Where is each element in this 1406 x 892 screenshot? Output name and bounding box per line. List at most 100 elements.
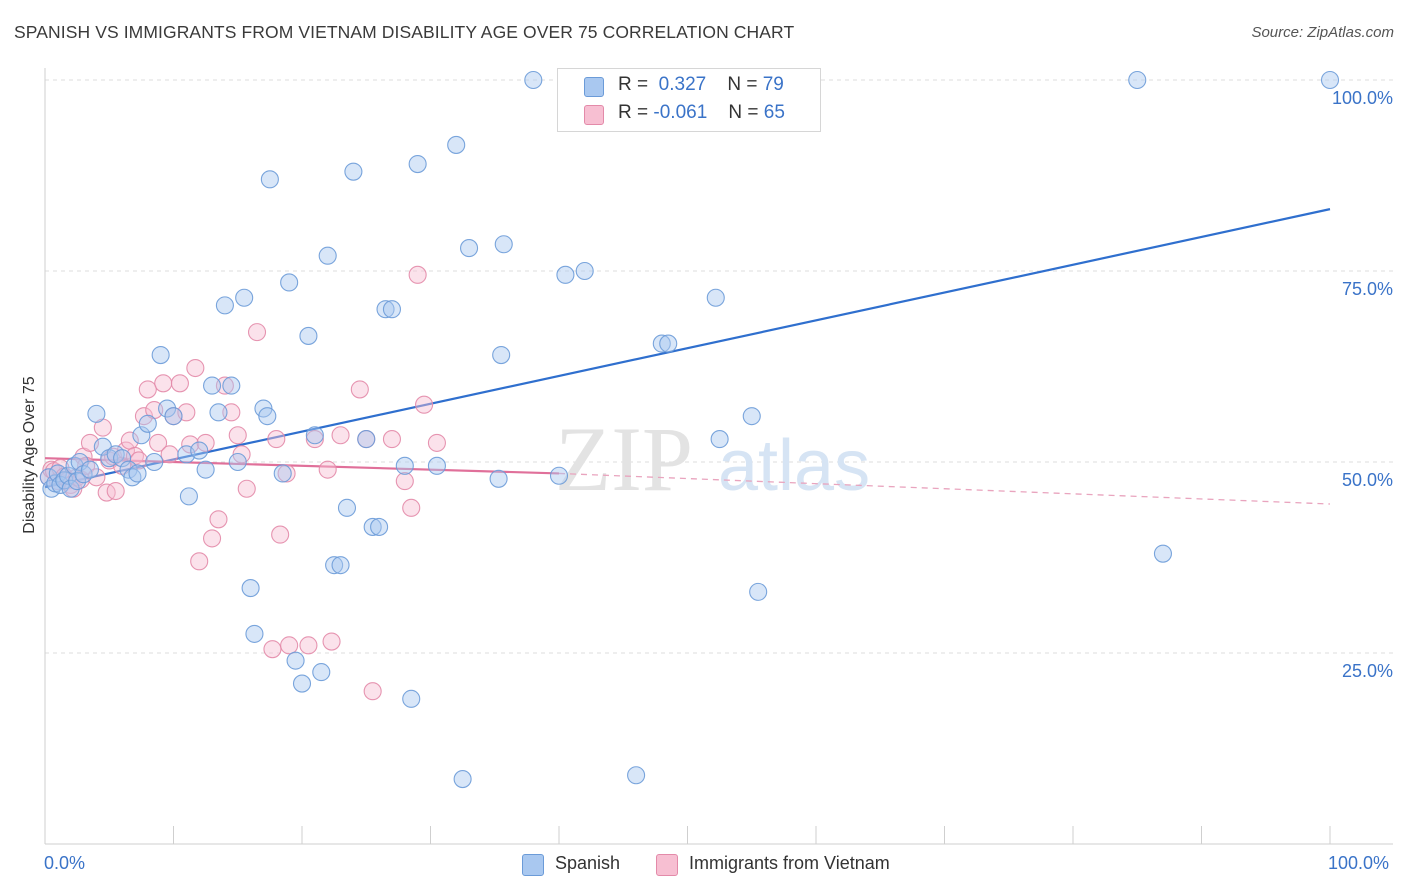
spanish-point — [1320, 70, 1340, 90]
watermark-atlas: atlas — [718, 426, 870, 506]
legend-n-value-spanish: 79 — [762, 74, 784, 95]
spanish-point — [402, 689, 421, 708]
spanish-point — [179, 487, 198, 506]
spanish-point — [408, 154, 427, 174]
spanish-point — [627, 766, 646, 785]
spanish-point — [1153, 544, 1172, 563]
spanish-point — [299, 326, 318, 345]
vietnam-point — [170, 374, 189, 393]
watermark-zip: ZIP — [555, 408, 693, 510]
trend-line-extension-vietnam — [558, 472, 1331, 505]
vietnam-point — [154, 374, 173, 393]
spanish-point — [235, 288, 254, 307]
vietnam-point — [271, 525, 290, 544]
spanish-point — [659, 334, 678, 353]
spanish-point — [447, 135, 466, 154]
vietnam-point — [247, 323, 267, 342]
spanish-point — [151, 345, 170, 365]
spanish-point — [357, 430, 376, 449]
spanish-point — [203, 376, 222, 395]
vietnam-point — [181, 435, 200, 454]
vietnam-point — [149, 433, 168, 452]
spanish-point — [524, 70, 543, 90]
chart-title: SPANISH VS IMMIGRANTS FROM VIETNAM DISAB… — [14, 22, 795, 42]
spanish-point — [222, 376, 241, 395]
spanish-point — [652, 334, 671, 353]
vietnam-point — [222, 403, 241, 422]
bottom-legend-label-vietnam: Immigrants from Vietnam — [689, 853, 890, 873]
y-tick-label-50: 50.0% — [1342, 470, 1393, 490]
spanish-point — [305, 426, 324, 445]
spanish-point — [245, 624, 264, 643]
spanish-point — [128, 464, 147, 483]
spanish-point — [164, 407, 183, 426]
gridlines — [45, 79, 1393, 654]
spanish-point — [286, 651, 305, 670]
vietnam-point — [322, 632, 341, 651]
x-tick-max: 100.0% — [1328, 853, 1390, 873]
source-label: Source: ZipAtlas.com — [1251, 24, 1394, 41]
vietnam-point — [415, 395, 434, 414]
vietnam-point — [318, 460, 337, 479]
spanish-point — [280, 273, 299, 292]
spanish-point — [749, 582, 768, 601]
vietnam-point — [280, 636, 299, 655]
vietnam-point — [395, 472, 414, 491]
vietnam-point — [277, 464, 296, 483]
legend-swatch-vietnam — [584, 105, 604, 125]
spanish-point — [427, 456, 446, 475]
spanish-point — [453, 770, 472, 789]
spanish-point — [556, 265, 575, 284]
spanish-point — [489, 469, 508, 488]
vietnam-point — [408, 265, 427, 284]
spanish-point — [292, 674, 312, 693]
spanish-point — [209, 403, 228, 422]
vietnam-point — [190, 552, 209, 571]
vietnam-point — [331, 426, 350, 445]
spanish-point — [87, 404, 106, 423]
legend-n-label: N = — [727, 74, 758, 95]
spanish-point — [113, 449, 132, 468]
vietnam-point — [138, 380, 157, 399]
spanish-point — [215, 296, 234, 315]
spanish-point — [260, 170, 279, 189]
bottom-legend-swatch-vietnam — [656, 854, 678, 876]
vietnam-point — [402, 498, 421, 517]
legend-swatch-spanish — [584, 77, 604, 97]
vietnam-point — [209, 510, 228, 529]
vietnam-point — [106, 481, 125, 501]
legend-n-value-vietnam: 65 — [763, 102, 785, 123]
spanish-point — [549, 466, 569, 485]
y-tick-labels: 100.0% 75.0% 50.0% 25.0% — [1332, 88, 1393, 681]
spanish-point — [575, 261, 594, 281]
spanish-point — [370, 517, 389, 536]
spanish-point — [382, 300, 402, 319]
spanish-point — [196, 460, 215, 479]
axes — [44, 68, 1393, 845]
spanish-point — [74, 465, 93, 484]
data-points — [39, 70, 1340, 789]
bottom-legend-swatch-spanish — [522, 854, 544, 876]
spanish-point — [1128, 70, 1147, 90]
trend-line-spanish — [44, 208, 1331, 489]
stats-legend: R = 0.327 N = 79 R = -0.061 N = 65 — [557, 68, 821, 132]
spanish-point — [258, 407, 277, 426]
vietnam-point — [203, 529, 222, 548]
spanish-point — [145, 452, 164, 472]
spanish-point — [325, 556, 344, 575]
spanish-point — [68, 472, 87, 491]
spanish-point — [190, 441, 209, 460]
vietnam-point — [382, 430, 402, 449]
spanish-point — [241, 579, 260, 598]
vietnam-point — [97, 483, 116, 502]
spanish-point — [492, 345, 511, 365]
spanish-point — [132, 426, 151, 445]
legend-r-label: R = — [618, 74, 649, 95]
spanish-point — [61, 479, 80, 498]
spanish-point — [494, 235, 513, 254]
spanish-point — [273, 464, 292, 483]
y-tick-label-100: 100.0% — [1332, 88, 1393, 108]
y-tick-label-75: 75.0% — [1342, 279, 1393, 299]
vietnam-point — [350, 380, 369, 399]
